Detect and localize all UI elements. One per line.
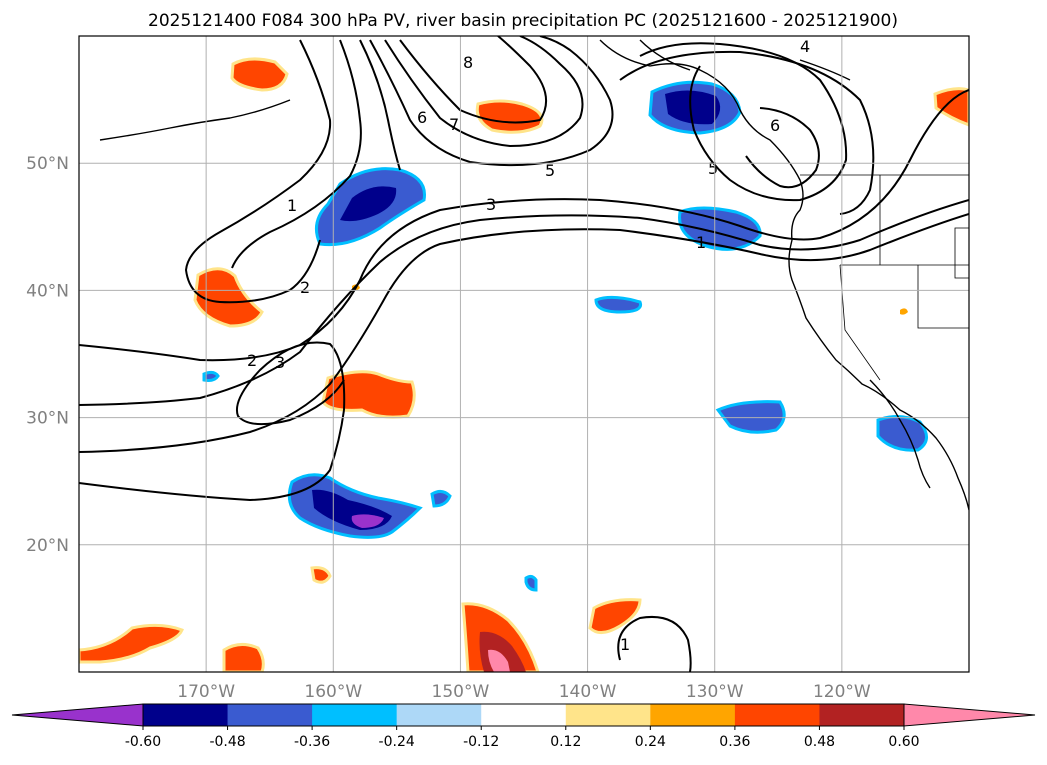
contour-label: 3 (486, 195, 496, 214)
positive-anomaly (475, 99, 544, 134)
gridlines (79, 36, 969, 672)
longitude-label: 140°W (559, 682, 617, 702)
contour-label: 5 (708, 159, 718, 178)
negative-anomaly (715, 400, 786, 434)
colorbar-segment (565, 704, 651, 726)
colorbar-tick-label: 0.12 (550, 734, 581, 750)
latitude-label: 20°N (26, 536, 69, 556)
colorbar-segment (481, 704, 567, 726)
colorbar-tick-label: -0.12 (463, 734, 499, 750)
colorbar-tick-label: -0.24 (379, 734, 415, 750)
positive-anomaly (310, 566, 332, 584)
positive-anomaly (900, 308, 908, 315)
pv-contour-labels: 1 2 3 4 5 6 7 8 1 2 3 6 5 1 (247, 37, 810, 654)
colorbar-frame (142, 703, 905, 727)
colorbar-extend-max (903, 703, 1036, 727)
contour-label: 1 (696, 233, 706, 252)
contour-label: 1 (287, 196, 297, 215)
map-background (79, 36, 969, 672)
colorbar-tick-label: -0.60 (125, 734, 161, 750)
contour-label: 7 (449, 115, 459, 134)
negative-anomaly (524, 574, 538, 592)
contour-label: 2 (247, 351, 257, 370)
contour-label: 2 (300, 278, 310, 297)
contour-label: 1 (620, 635, 630, 654)
precip-anomaly-fill (79, 57, 969, 672)
positive-anomaly (321, 370, 416, 419)
colorbar-segment (650, 704, 736, 726)
longitude-label: 120°W (813, 682, 871, 702)
positive-anomaly (193, 267, 264, 328)
colorbar-segment (227, 704, 313, 726)
negative-anomaly-strong (340, 186, 397, 222)
map-title: 2025121400 F084 300 hPa PV, river basin … (148, 11, 898, 31)
positive-anomaly (230, 57, 289, 92)
longitude-label: 130°W (686, 682, 744, 702)
positive-anomaly (588, 598, 642, 634)
contour-label: 6 (770, 116, 780, 135)
longitude-label: 170°W (177, 682, 235, 702)
pv-contours (79, 36, 969, 672)
colorbar-segment (312, 704, 398, 726)
latitude-label: 40°N (26, 281, 69, 301)
colorbar-tick-label: 0.24 (635, 734, 666, 750)
contour-label: 3 (275, 353, 285, 372)
longitude-label: 160°W (304, 682, 362, 702)
contour-label: 4 (800, 37, 810, 56)
colorbar-segment (396, 704, 482, 726)
contour-label: 6 (417, 108, 427, 127)
colorbar-extend-min (11, 703, 144, 727)
negative-anomaly (876, 415, 928, 452)
colorbar-tick-label: 0.36 (719, 734, 750, 750)
contour-label: 8 (463, 53, 473, 72)
map-frame (78, 35, 970, 673)
longitude-label: 150°W (432, 682, 490, 702)
positive-anomaly (933, 87, 969, 127)
colorbar-segment (819, 704, 905, 726)
positive-anomaly (222, 643, 265, 672)
colorbar: -0.60 -0.48 -0.36 -0.24 -0.12 0.12 0.24 0.36 0.4… (11, 703, 1036, 750)
negative-anomaly-strong (665, 90, 721, 125)
latitude-label: 50°N (26, 154, 69, 174)
colorbar-segment (734, 704, 820, 726)
positive-anomaly (79, 623, 184, 664)
colorbar-tick-label: 0.60 (888, 734, 919, 750)
longitude-labels: 170°W 160°W 150°W 140°W 130°W 120°W (177, 682, 871, 702)
latitude-labels: 50°N 40°N 30°N 20°N (26, 154, 69, 556)
map-panel: 1 2 3 4 5 6 7 8 1 2 3 6 5 1 50°N 40°N 30°N… (26, 35, 970, 702)
colorbar-tick-label: 0.48 (804, 734, 835, 750)
positive-anomaly-max (488, 649, 510, 672)
latitude-label: 30°N (26, 409, 69, 429)
colorbar-tick-label: -0.48 (209, 734, 245, 750)
contour-label: 5 (545, 161, 555, 180)
negative-anomaly (430, 489, 452, 508)
colorbar-segment (143, 704, 229, 726)
negative-anomaly (202, 370, 220, 382)
coastlines (99, 39, 969, 511)
negative-anomaly (594, 295, 643, 314)
negative-anomaly-min (351, 514, 384, 528)
colorbar-tick-label: -0.36 (294, 734, 330, 750)
